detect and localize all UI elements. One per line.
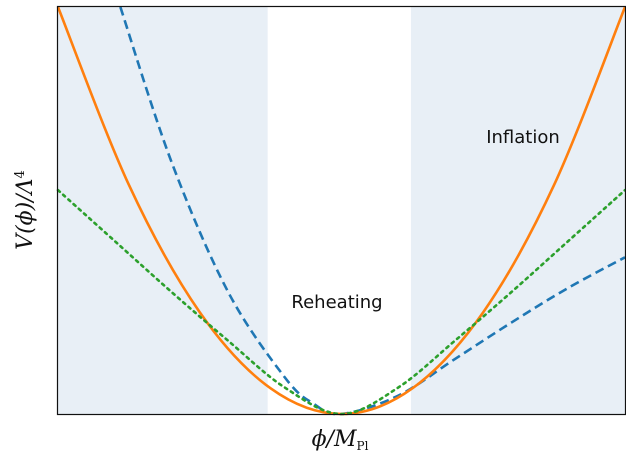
region-label-inflation: Inflation — [486, 127, 560, 148]
region-label-reheating: Reheating — [291, 292, 382, 313]
x-axis-label: ϕ/MPl — [312, 427, 369, 453]
region-band-0 — [58, 7, 268, 414]
region-labels: Reheating Inflation — [291, 127, 559, 313]
shaded-regions — [58, 7, 625, 414]
region-band-1 — [267, 7, 411, 414]
y-axis-label: V(ϕ)/Λ4 — [13, 170, 38, 250]
region-band-2 — [410, 7, 625, 414]
